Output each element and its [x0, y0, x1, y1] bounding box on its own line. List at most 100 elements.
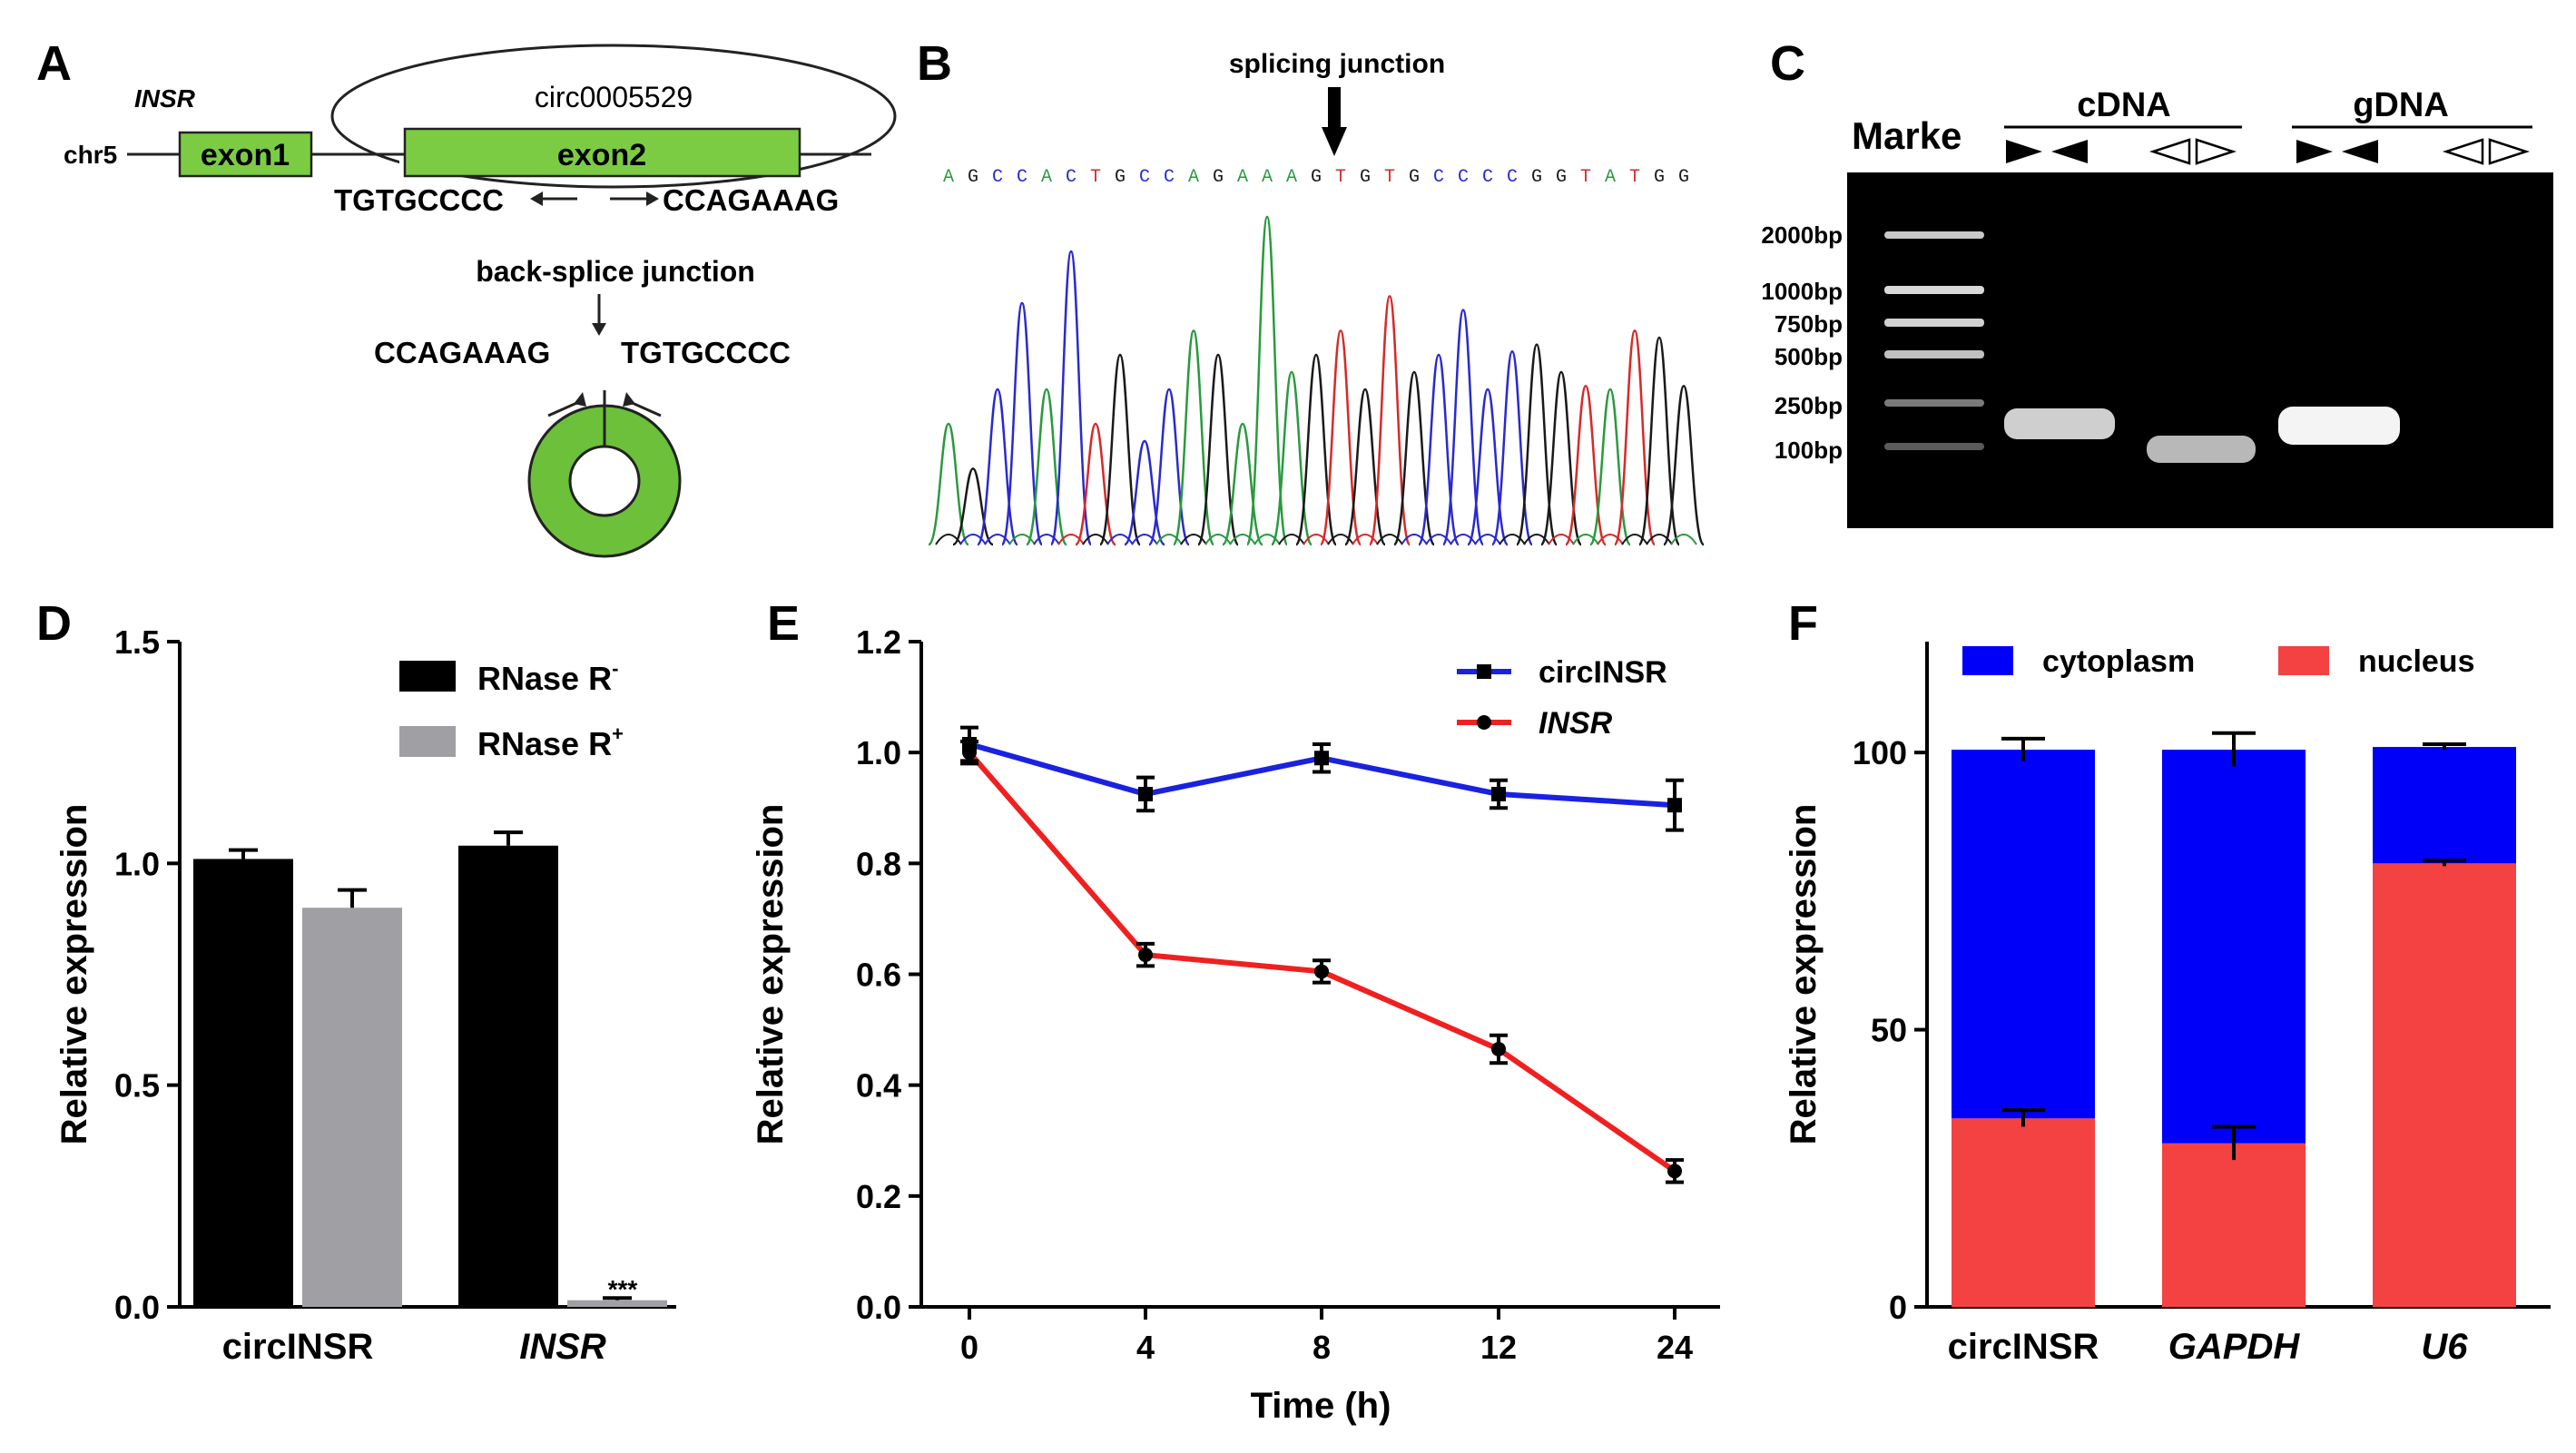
chart-e: 0.0 0.2 0.4 0.6 0.8 1.0 1.2 Relative expression… [751, 623, 1720, 1426]
legend-swatch-rnase-minus [399, 661, 456, 692]
chromatogram-peak [1515, 343, 1558, 546]
y-axis-title: Relative expression [54, 804, 94, 1145]
chromatogram-peak [1098, 353, 1142, 546]
chromatogram-noise [1621, 534, 1648, 545]
bsj-seq-left: CCAGAAAG [374, 336, 550, 369]
chromatogram-noise [1033, 534, 1060, 545]
circular-rna-icon [527, 390, 682, 558]
x-category-label: GAPDH [2168, 1327, 2301, 1367]
data-point [1314, 751, 1329, 766]
chromatogram-peak [1637, 336, 1681, 546]
chromatogram-peak [1049, 250, 1093, 546]
primer-seq-left: TGTGCCCC [334, 183, 504, 217]
stacked-bar-segment [2373, 747, 2516, 864]
y-axis-title: Relative expression [1784, 804, 1824, 1145]
sequence-base: C [992, 167, 1003, 188]
sequence-base: G [1654, 167, 1665, 188]
circ-id-label: circ0005529 [535, 81, 693, 113]
x-axis-title: Time (h) [1251, 1386, 1391, 1426]
stacked-bar-segment [2162, 1143, 2306, 1307]
panel-label-f: F [1788, 596, 1818, 651]
legend-e: circINSR INSR [1457, 655, 1667, 741]
y-tick-label: 0.0 [114, 1289, 160, 1326]
chromatogram-noise [1008, 534, 1036, 545]
sequence-base: A [1262, 167, 1273, 188]
y-tick-label: 0 [1889, 1289, 1907, 1326]
chromatogram-peak [1025, 388, 1068, 546]
exon1-box [178, 131, 313, 178]
chromatogram-peak [1441, 309, 1485, 546]
legend-f: cytoplasm nucleus [1962, 644, 2474, 679]
ladder-band-1000 [1884, 286, 1984, 294]
chromatogram-peak [1564, 384, 1608, 546]
data-point [1138, 947, 1153, 963]
chromatogram-noise [1254, 534, 1281, 545]
sequence-base: A [943, 167, 954, 188]
legend-label-rnase-plus: RNase R+ [477, 722, 624, 762]
chromatogram-peak [1490, 349, 1534, 546]
ladder-band-100 [1884, 443, 1984, 450]
sequence-base: T [1384, 167, 1395, 188]
x-tick-label: 0 [960, 1329, 978, 1366]
data-point [1667, 798, 1682, 813]
chromatogram-peak [1221, 422, 1264, 546]
sequence-base: A [1286, 167, 1297, 188]
panel-d: D 0.0 0.5 1.0 1.5 Relative expression circINS… [36, 596, 676, 1367]
sequence-base: A [1237, 167, 1248, 188]
chromatogram-noise [1523, 534, 1550, 545]
ladder-band-500 [1884, 350, 1984, 358]
chromatogram-noise [1131, 534, 1158, 545]
divergent-primer-filled-icon-gdna [2296, 140, 2378, 163]
x-tick-label: 24 [1657, 1329, 1693, 1366]
bar [567, 1300, 667, 1307]
sequence-base: G [1556, 167, 1567, 188]
chromatogram-noise [1474, 534, 1501, 545]
chromatogram-noise [1548, 534, 1575, 545]
ladder-label: 250bp [1775, 392, 1843, 419]
circ-arc [330, 44, 897, 189]
chromatogram-noise [1082, 534, 1109, 545]
y-tick-label: 0.8 [856, 845, 901, 882]
chromatogram-peak [1294, 353, 1338, 546]
y-axis-title: Relative expression [751, 804, 791, 1145]
data-point [1491, 786, 1506, 801]
stacked-bar-segment [1952, 1118, 2095, 1307]
legend-label-rnase-minus: RNase R- [477, 657, 618, 697]
y-tick-label: 100 [1853, 734, 1907, 771]
convergent-primer-open-icon [2148, 138, 2237, 165]
chromatogram-peak [1245, 215, 1289, 546]
legend-d: RNase R- RNase R+ [399, 657, 624, 762]
ladder-label: 2000bp [1761, 221, 1843, 249]
sequence-base: C [1482, 167, 1493, 188]
panel-label-c: C [1770, 36, 1805, 91]
x-category-label: INSR [519, 1327, 606, 1367]
y-tick-label: 0.0 [856, 1289, 901, 1326]
sequence-base: G [1213, 167, 1224, 188]
chromatogram-noise [935, 534, 962, 545]
chromatogram-noise [1450, 534, 1477, 545]
chromatogram-noise [1425, 534, 1452, 545]
ladder-label: 100bp [1775, 437, 1843, 464]
chart-d: 0.0 0.5 1.0 1.5 Relative expression circINSR I… [54, 623, 676, 1367]
x-category-label: U6 [2421, 1327, 2468, 1367]
panel-c: C Marke cDNA gDNA 2000bp 1000bp 750bp 500bp… [1761, 36, 2553, 528]
stacked-bar-segment [2373, 863, 2516, 1307]
chrom-label: chr5 [64, 141, 117, 169]
bsj-seq-right: TGTGCCCC [621, 336, 791, 369]
sequence-base: A [1041, 167, 1052, 188]
data-point [962, 737, 977, 752]
sequence-base: T [1629, 167, 1640, 188]
chromatogram-peak [1172, 329, 1215, 546]
stacked-bar-segment [2162, 750, 2306, 1144]
panel-label-a: A [36, 36, 72, 91]
panel-label-d: D [36, 596, 72, 651]
chromatogram-peak [1368, 295, 1411, 546]
bsj-label: back-splice junction [476, 255, 755, 288]
ladder-label: 500bp [1775, 343, 1843, 370]
primer-seq-right: CCAGAAAG [663, 183, 839, 217]
legend-label-cytoplasm: cytoplasm [2042, 644, 2195, 679]
x-tick-label: 8 [1313, 1329, 1331, 1366]
bar [302, 908, 402, 1307]
chromatogram-noise [1670, 534, 1697, 545]
